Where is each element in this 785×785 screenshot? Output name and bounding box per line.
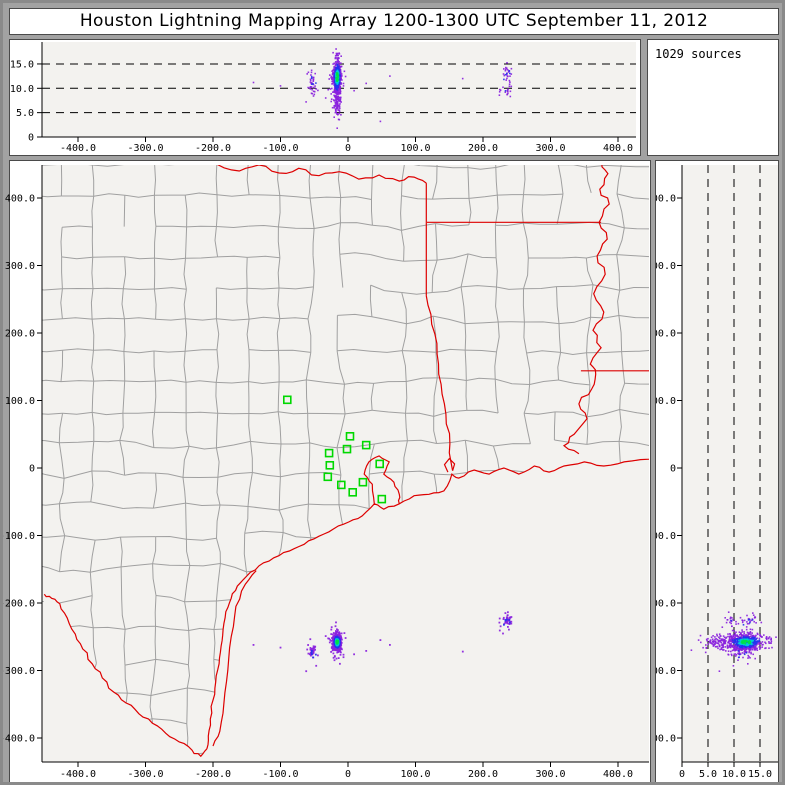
lightning-points-plan-view xyxy=(252,611,513,673)
x-tick-label: -200.0 xyxy=(195,143,231,154)
y-tick-label: 0 xyxy=(29,464,35,475)
source-count-label: 1029 sources xyxy=(655,47,742,61)
y-tick-label: 300.0 xyxy=(5,261,35,272)
altitude-eastwest-panel: 0 5.0 10.0 15.0 -400.0 -300.0 -200.0 -100.0 0 100… xyxy=(9,39,641,156)
gulf-coastline xyxy=(206,458,649,749)
y-tick-label: -100.0 xyxy=(656,531,676,542)
x-tick-label: -400.0 xyxy=(60,769,96,780)
station-marker xyxy=(342,444,352,454)
x-tick-label: 5.0 xyxy=(699,769,717,780)
station-marker xyxy=(377,494,387,504)
y-tick-label: 200.0 xyxy=(656,329,676,340)
y-tick-label: 5.0 xyxy=(16,108,34,119)
y-tick-label: 15.0 xyxy=(10,59,34,70)
lightning-points-ns-altitude xyxy=(690,611,777,672)
x-tick-label: 0 xyxy=(345,769,351,780)
x-tick-label: 400.0 xyxy=(603,143,633,154)
y-tick-label: 0 xyxy=(28,133,34,144)
altitude-northsouth-panel: 400.0 300.0 200.0 100.0 0 -100.0 -200.0 -300.0 -… xyxy=(655,160,779,782)
x-tick-label: 100.0 xyxy=(400,143,430,154)
station-marker xyxy=(348,487,358,497)
station-marker xyxy=(282,395,292,405)
x-tick-label: -300.0 xyxy=(127,143,163,154)
altitude-eastwest-plot[interactable]: 0 5.0 10.0 15.0 -400.0 -300.0 -200.0 -100.0 0 100… xyxy=(10,40,640,155)
y-tick-label: -200.0 xyxy=(656,599,676,610)
y-tick-label: 400.0 xyxy=(5,194,35,205)
y-tick-label: 200.0 xyxy=(5,329,35,340)
y-tick-label: -300.0 xyxy=(0,666,35,677)
map-content xyxy=(42,165,649,762)
red-river-border xyxy=(217,165,427,184)
sabine-river-border xyxy=(425,295,454,471)
state-borders-red xyxy=(43,165,649,758)
plan-view-map-plot[interactable]: 400.0 300.0 200.0 100.0 0 -100.0 -200.0 -300.0 -… xyxy=(3,161,650,782)
y-tick-label: 300.0 xyxy=(656,261,676,272)
x-tick-label: -200.0 xyxy=(195,769,231,780)
title-bar: Houston Lightning Mapping Array 1200-130… xyxy=(9,8,779,35)
page-title: Houston Lightning Mapping Array 1200-130… xyxy=(79,11,709,31)
dashed-altitude-gridlines xyxy=(707,165,761,762)
lightning-points-ew-altitude xyxy=(252,48,513,129)
plot-background xyxy=(682,165,778,762)
station-marker xyxy=(323,472,333,482)
plan-view-map-panel: 400.0 300.0 200.0 100.0 0 -100.0 -200.0 -300.0 -… xyxy=(3,160,651,782)
station-marker xyxy=(345,431,355,441)
y-tick-label: 10.0 xyxy=(10,84,34,95)
y-tick-label: -400.0 xyxy=(0,734,35,745)
sabine-lake-outline xyxy=(443,457,456,473)
rio-grande-border xyxy=(43,593,208,758)
galveston-bay-outline xyxy=(363,455,401,504)
y-tick-label: -200.0 xyxy=(0,599,35,610)
station-marker xyxy=(324,448,334,458)
y-tick-label: -100.0 xyxy=(0,531,35,542)
x-tick-label: -100.0 xyxy=(262,143,298,154)
station-marker xyxy=(375,459,385,469)
station-markers xyxy=(282,395,387,504)
x-tick-label: -400.0 xyxy=(60,143,96,154)
x-tick-label: 0 xyxy=(679,769,685,780)
x-tick-label: 400.0 xyxy=(603,769,633,780)
station-marker xyxy=(325,460,335,470)
x-tick-label: 200.0 xyxy=(468,143,498,154)
gulf-and-mexico-mask xyxy=(42,459,649,762)
y-tick-label: 0 xyxy=(670,464,676,475)
x-tick-label: 300.0 xyxy=(535,769,565,780)
x-tick-label: 200.0 xyxy=(468,769,498,780)
source-count-panel: 1029 sources xyxy=(647,39,779,156)
x-tick-label: 15.0 xyxy=(748,769,772,780)
barrier-island xyxy=(212,570,257,747)
x-tick-label: -300.0 xyxy=(127,769,163,780)
altitude-northsouth-plot[interactable]: 400.0 300.0 200.0 100.0 0 -100.0 -200.0 -300.0 -… xyxy=(656,161,778,782)
y-tick-label: -400.0 xyxy=(656,734,676,745)
y-tick-label: -300.0 xyxy=(656,666,676,677)
station-marker xyxy=(361,440,371,450)
station-marker xyxy=(358,477,368,487)
mississippi-river-border xyxy=(562,165,610,455)
y-tick-label: 100.0 xyxy=(5,396,35,407)
x-tick-label: 100.0 xyxy=(400,769,430,780)
x-tick-label: -100.0 xyxy=(262,769,298,780)
x-tick-label: 10.0 xyxy=(722,769,746,780)
y-tick-label: 400.0 xyxy=(656,194,676,205)
y-tick-label: 100.0 xyxy=(656,396,676,407)
x-tick-label: 0 xyxy=(345,143,351,154)
station-marker xyxy=(336,480,346,490)
x-tick-label: 300.0 xyxy=(535,143,565,154)
